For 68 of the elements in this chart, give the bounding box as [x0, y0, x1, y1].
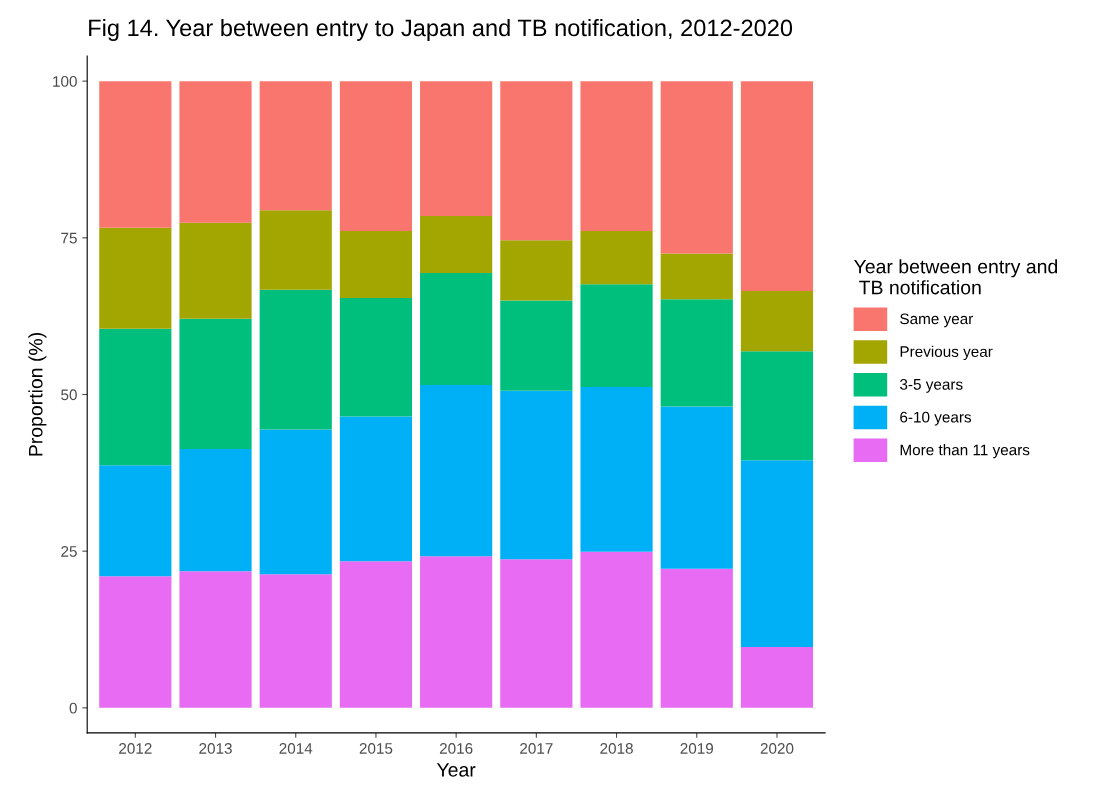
bar: [99, 576, 172, 708]
y-tick-label: 100: [53, 76, 77, 87]
bar: [740, 647, 814, 708]
bar: [420, 385, 493, 557]
bar: [420, 556, 493, 708]
bar: [580, 284, 653, 387]
chart-title: Fig 14. Year between entry to Japan and TB notification, 2012-2020: [89, 18, 793, 41]
legend-label: Previous year: [900, 345, 993, 361]
bar: [740, 351, 814, 461]
bar: [99, 81, 172, 228]
bar: [580, 386, 653, 552]
bar: [179, 222, 252, 319]
bar: [500, 81, 573, 241]
bar: [660, 81, 733, 254]
y-tick-label: 0: [69, 702, 77, 714]
y-tick-label: 25: [61, 546, 77, 557]
bar: [500, 300, 573, 391]
bar: [179, 449, 252, 572]
x-tick-label: 2013: [199, 743, 232, 754]
bar: [580, 551, 653, 708]
bar: [259, 81, 332, 211]
x-tick-label: 2019: [680, 743, 714, 754]
bar: [740, 460, 814, 648]
bar: [339, 81, 413, 231]
bar: [500, 559, 573, 708]
bar: [660, 299, 733, 407]
x-axis-title: Year: [436, 763, 476, 777]
bar: [420, 215, 493, 273]
bar: [99, 227, 172, 329]
bar: [740, 291, 814, 352]
bar: [740, 81, 814, 292]
x-tick-label: 2018: [600, 743, 633, 754]
bar: [660, 568, 733, 708]
bar: [259, 429, 332, 575]
legend-label: More than 11 years: [900, 444, 1030, 459]
x-tick-label: 2017: [520, 743, 553, 754]
y-tick-label: 75: [61, 232, 77, 244]
bar: [580, 81, 653, 231]
bar: [339, 561, 413, 708]
y-axis-title: Proportion (%): [28, 333, 47, 456]
bar: [339, 297, 413, 417]
x-tick-label: 2014: [279, 743, 313, 754]
legend-label: Same year: [900, 313, 974, 328]
bar: [339, 416, 413, 562]
bar: [179, 571, 252, 708]
bar: [660, 406, 733, 569]
bar: [500, 390, 573, 560]
bar: [339, 230, 413, 298]
legend-label: 6-10 years: [900, 411, 972, 426]
bar: [259, 210, 332, 290]
bar: [99, 328, 172, 466]
bar: [420, 272, 493, 386]
legend-label: 3-5 years: [900, 378, 963, 393]
bar: [179, 318, 252, 450]
bar: [660, 253, 733, 300]
legend-title: Year between entry and TB notification: [854, 259, 1058, 295]
x-tick-label: 2015: [359, 743, 393, 754]
bar: [179, 81, 252, 223]
bar: [420, 81, 493, 216]
bar: [580, 230, 653, 285]
y-tick-label: 50: [61, 389, 77, 401]
bar: [500, 240, 573, 301]
x-tick-label: 2020: [760, 743, 794, 754]
x-tick-label: 2012: [119, 743, 152, 754]
x-tick-label: 2016: [439, 743, 473, 754]
bar: [99, 465, 172, 577]
bar: [259, 289, 332, 430]
bar: [259, 574, 332, 708]
